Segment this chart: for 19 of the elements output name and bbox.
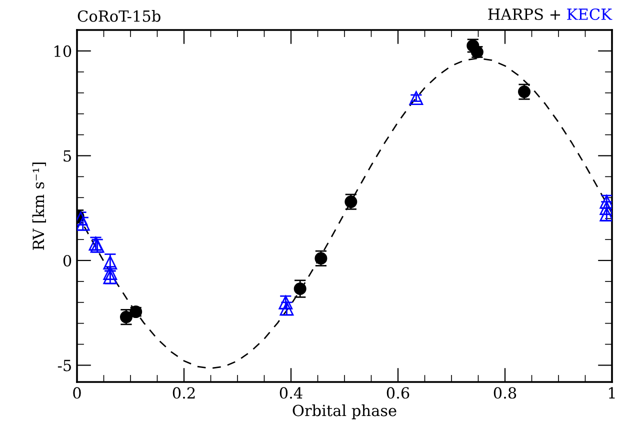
point (409, 91, 424, 106)
series-label: HARPS (488, 8, 543, 20)
x-tick-label: 0 (73, 387, 81, 399)
y-tick-label: 5 (64, 150, 71, 162)
x-tick-label: 0.2 (172, 387, 195, 399)
chart-title: CoRoT-15b (78, 10, 160, 22)
y-tick-label: 10 (54, 45, 72, 57)
text: KECK (567, 8, 612, 20)
y-axis-title: RV [km s⁻¹] (32, 162, 46, 250)
text: + (550, 10, 560, 20)
y-tick-label: 0 (63, 254, 72, 266)
x-tick-label: 0.8 (494, 387, 516, 399)
y-tick-label: -5 (58, 360, 71, 372)
point (294, 282, 306, 296)
x-tick-label: 0.6 (386, 387, 410, 399)
x-tick-label: 1 (609, 387, 615, 398)
x-axis-title: Orbital phase (292, 404, 396, 420)
point (77, 216, 90, 231)
x-tick-label: 0.4 (280, 387, 302, 399)
